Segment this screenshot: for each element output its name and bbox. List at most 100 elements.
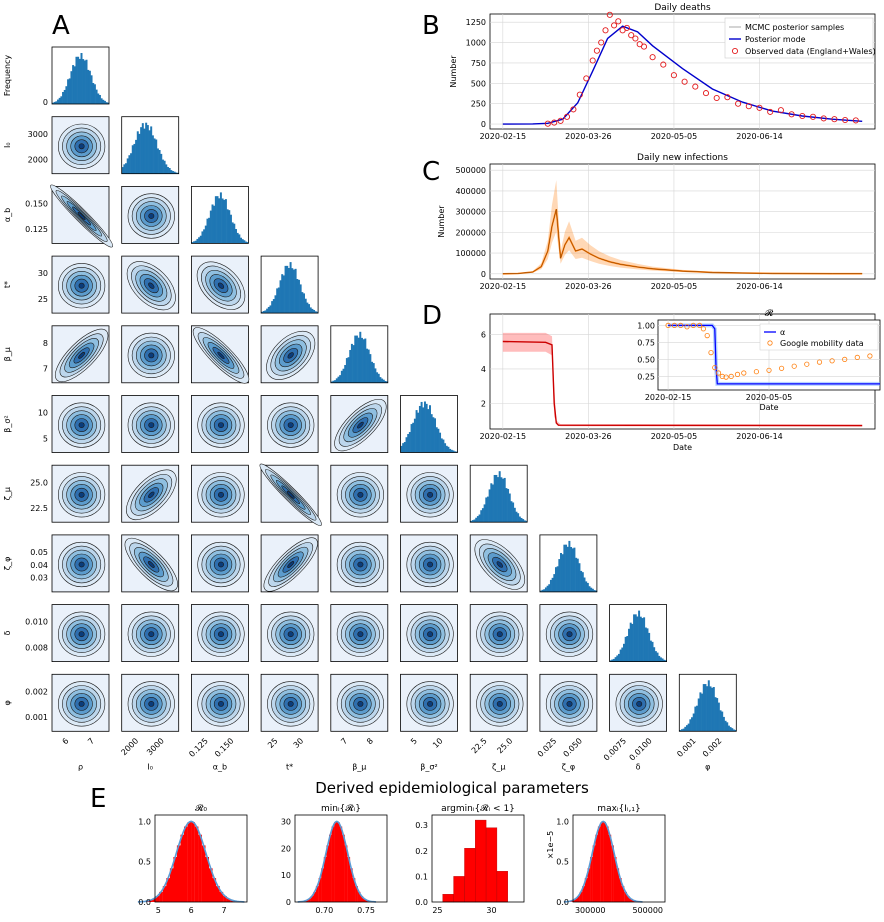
y-axis-label: β_μ: [3, 347, 12, 361]
corner-cell-8-8: [609, 604, 667, 662]
corner-cell-6-2: [190, 464, 249, 523]
derived-subplot-3: maxᵢ{Iᵢ,₁} 0.0 0.5 1.0×1e−5 300000 500000: [546, 804, 666, 915]
hist-bar: [617, 653, 620, 662]
corner-cell-7-2: [190, 534, 249, 593]
y-tick-label: 25: [38, 295, 48, 304]
x-axis-label: φ: [705, 762, 710, 771]
x-tick-label: 7: [221, 906, 226, 915]
hist-bar: [556, 566, 559, 592]
observed-point: [713, 94, 720, 102]
observed-point: [724, 94, 731, 101]
hist-bar: [296, 279, 299, 314]
hist-bar: [78, 58, 81, 104]
panel-letter-b: B: [422, 11, 440, 41]
kde-contour: [78, 422, 85, 428]
y-tick-label: 30: [38, 269, 48, 278]
y-tick-label: 20: [281, 844, 291, 853]
bar: [162, 886, 167, 902]
hist-bar: [696, 705, 699, 732]
hist-bar: [471, 520, 474, 523]
hist-bar: [153, 138, 156, 174]
hist-bar: [573, 547, 576, 592]
hist-bar: [281, 274, 284, 314]
observed-point: [660, 61, 667, 68]
hist-bar: [483, 504, 486, 523]
hist-bar: [699, 692, 702, 732]
chart-title: Daily deaths: [654, 3, 711, 13]
hist-bar: [204, 225, 207, 244]
hist-bar: [722, 716, 725, 732]
subplot-title: minᵢ{𝓡ᵢ}: [321, 803, 361, 814]
hist-bar: [279, 280, 282, 314]
inset-mobility-point: [867, 353, 873, 359]
y-tick-label: 300000: [455, 208, 486, 217]
y-tick-label: 0.5: [138, 858, 151, 867]
x-tick-label: 0.050: [562, 736, 585, 759]
bar: [595, 834, 599, 902]
hist-bar: [654, 651, 657, 662]
hist-bar: [141, 123, 144, 174]
corner-cell-7-1: [121, 534, 180, 593]
hist-bar: [335, 378, 338, 383]
x-tick-label: 6: [189, 906, 194, 915]
x-tick-label: 10: [431, 736, 445, 750]
hist-bar: [427, 409, 430, 453]
hist-bar: [495, 474, 498, 523]
hist-bar: [284, 265, 287, 314]
corner-cell-5-5: [400, 395, 458, 453]
hist-bar: [583, 577, 586, 592]
x-tick-label: 8: [365, 736, 375, 746]
observed-point: [788, 111, 795, 118]
x-axis-label: α_b: [213, 762, 227, 771]
y-tick-label: 8: [43, 339, 48, 348]
hist-bar: [712, 687, 715, 732]
hist-bar: [73, 66, 76, 104]
hist-bar: [131, 145, 134, 174]
y-axis-label: Number: [437, 205, 446, 238]
legend-label: Posterior mode: [745, 35, 806, 44]
hist-bar: [352, 345, 355, 383]
hist-bar: [717, 702, 720, 732]
hist-bar: [476, 516, 479, 523]
bar: [597, 826, 601, 902]
bar: [592, 845, 596, 902]
hist-bar: [415, 410, 418, 453]
x-tick-label: 25.0: [495, 736, 514, 755]
hist-bar: [126, 158, 129, 174]
hist-bar: [228, 210, 231, 244]
hist-bar: [211, 204, 214, 244]
bar: [577, 896, 580, 902]
panel-letter-d: D: [422, 301, 442, 331]
y-tick-label: 1250: [466, 18, 486, 27]
y-tick-label: 0.5: [556, 858, 569, 867]
hist-bar: [191, 242, 194, 244]
observed-point: [611, 22, 618, 29]
hist-bar: [223, 199, 226, 244]
hist-bar: [366, 348, 368, 383]
hist-bar: [340, 370, 343, 383]
hist-bar: [455, 451, 458, 453]
hist-bar: [138, 133, 141, 174]
corner-cell-6-4: [330, 464, 389, 523]
hist-bar: [680, 729, 683, 732]
bar: [308, 898, 311, 902]
hist-bar: [107, 102, 110, 104]
hist-bar: [97, 93, 100, 104]
hist-bar: [611, 659, 614, 662]
corner-cell-5-2: [190, 395, 249, 453]
hist-bar: [267, 306, 270, 314]
hist-bar: [714, 697, 717, 732]
x-tick-label: 2020-02-15: [480, 282, 527, 291]
y-tick-label: 0.0: [556, 898, 569, 907]
x-tick-label: 2020-03-26: [565, 432, 612, 441]
y-tick-label: 0.0: [415, 898, 428, 907]
hist-bar: [304, 298, 307, 314]
hist-bar: [133, 143, 136, 174]
corner-cell-7-6: [469, 534, 528, 593]
hist-bar: [727, 725, 730, 732]
y-axis-label: α_b: [3, 208, 12, 222]
hist-bar: [478, 514, 481, 523]
hist-bar: [634, 614, 637, 662]
hist-bar: [450, 449, 453, 453]
